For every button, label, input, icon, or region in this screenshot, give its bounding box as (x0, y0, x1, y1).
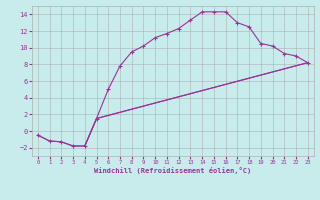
X-axis label: Windchill (Refroidissement éolien,°C): Windchill (Refroidissement éolien,°C) (94, 167, 252, 174)
